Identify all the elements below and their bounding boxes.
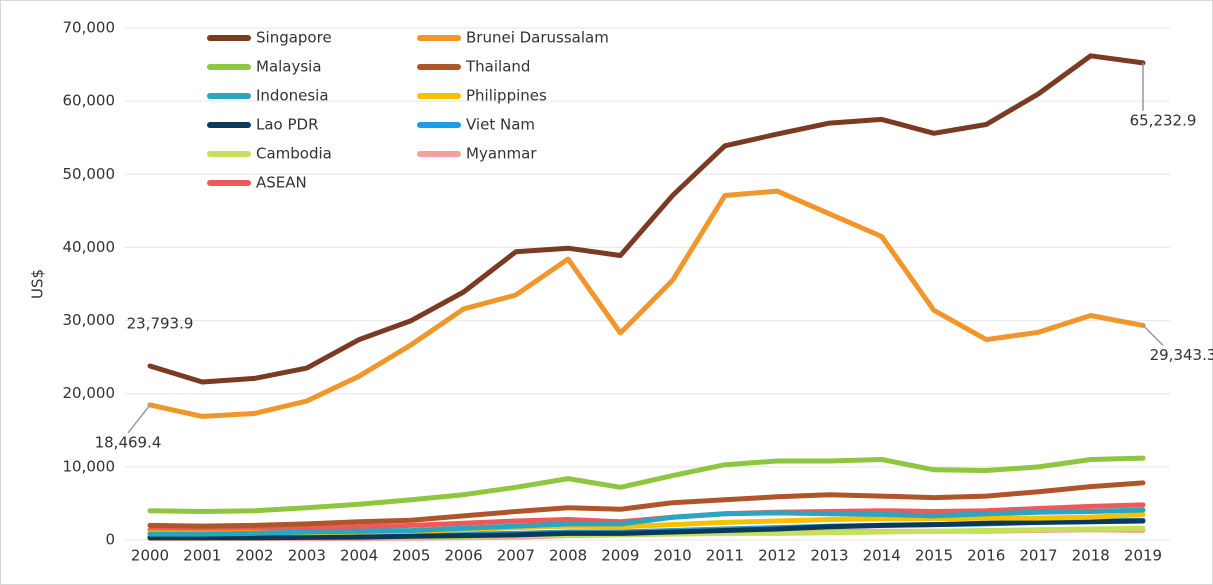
x-tick-label: 2003 (288, 547, 326, 565)
legend-label: Cambodia (256, 145, 332, 163)
legend-label: Thailand (465, 58, 530, 76)
y-tick-label: 60,000 (63, 92, 116, 110)
y-tick-label: 20,000 (63, 384, 116, 402)
x-tick-label: 2011 (706, 547, 744, 565)
y-tick-label: 50,000 (63, 165, 116, 183)
y-axis-label: US$ (29, 269, 47, 299)
x-tick-label: 2007 (497, 547, 535, 565)
legend-label: Singapore (256, 29, 332, 47)
x-tick-label: 2001 (183, 547, 221, 565)
data-label: 29,343.3 (1150, 346, 1213, 364)
y-tick-label: 0 (105, 531, 115, 549)
legend-label: Malaysia (256, 58, 322, 76)
legend-label: Myanmar (466, 145, 537, 163)
x-tick-label: 2015 (915, 547, 953, 565)
x-tick-label: 2014 (863, 547, 901, 565)
legend-label: Viet Nam (466, 116, 535, 134)
legend-label: ASEAN (256, 174, 307, 192)
series-line (147, 507, 1146, 537)
x-tick-label: 2008 (549, 547, 587, 565)
x-tick-label: 2005 (392, 547, 430, 565)
x-tick-label: 2004 (340, 547, 378, 565)
x-tick-label: 2006 (444, 547, 482, 565)
x-tick-label: 2012 (758, 547, 796, 565)
x-tick-label: 2018 (1072, 547, 1110, 565)
x-tick-label: 2010 (654, 547, 692, 565)
x-tick-label: 2000 (131, 547, 169, 565)
series-line (147, 480, 1146, 529)
x-tick-label: 2013 (810, 547, 848, 565)
series-line (147, 53, 1146, 385)
x-tick-label: 2019 (1124, 547, 1162, 565)
data-label: 23,793.9 (127, 314, 194, 332)
legend-label: Philippines (466, 87, 547, 105)
x-tick-label: 2017 (1019, 547, 1057, 565)
series-line (147, 518, 1146, 541)
x-tick-label: 2009 (601, 547, 639, 565)
legend-label: Indonesia (256, 87, 329, 105)
series-line (147, 455, 1146, 514)
y-tick-label: 30,000 (63, 311, 116, 329)
data-label: 18,469.4 (95, 433, 162, 451)
legend-label: Brunei Darussalam (466, 29, 609, 47)
label-pointer (1142, 324, 1164, 346)
series-line (147, 188, 1146, 419)
y-tick-label: 40,000 (63, 238, 116, 256)
label-pointer (127, 404, 151, 434)
y-tick-label: 70,000 (63, 19, 116, 37)
data-label: 65,232.9 (1130, 111, 1197, 129)
y-tick-label: 10,000 (63, 457, 116, 475)
legend-label: Lao PDR (256, 116, 319, 134)
x-tick-label: 2016 (967, 547, 1005, 565)
x-tick-label: 2002 (235, 547, 273, 565)
